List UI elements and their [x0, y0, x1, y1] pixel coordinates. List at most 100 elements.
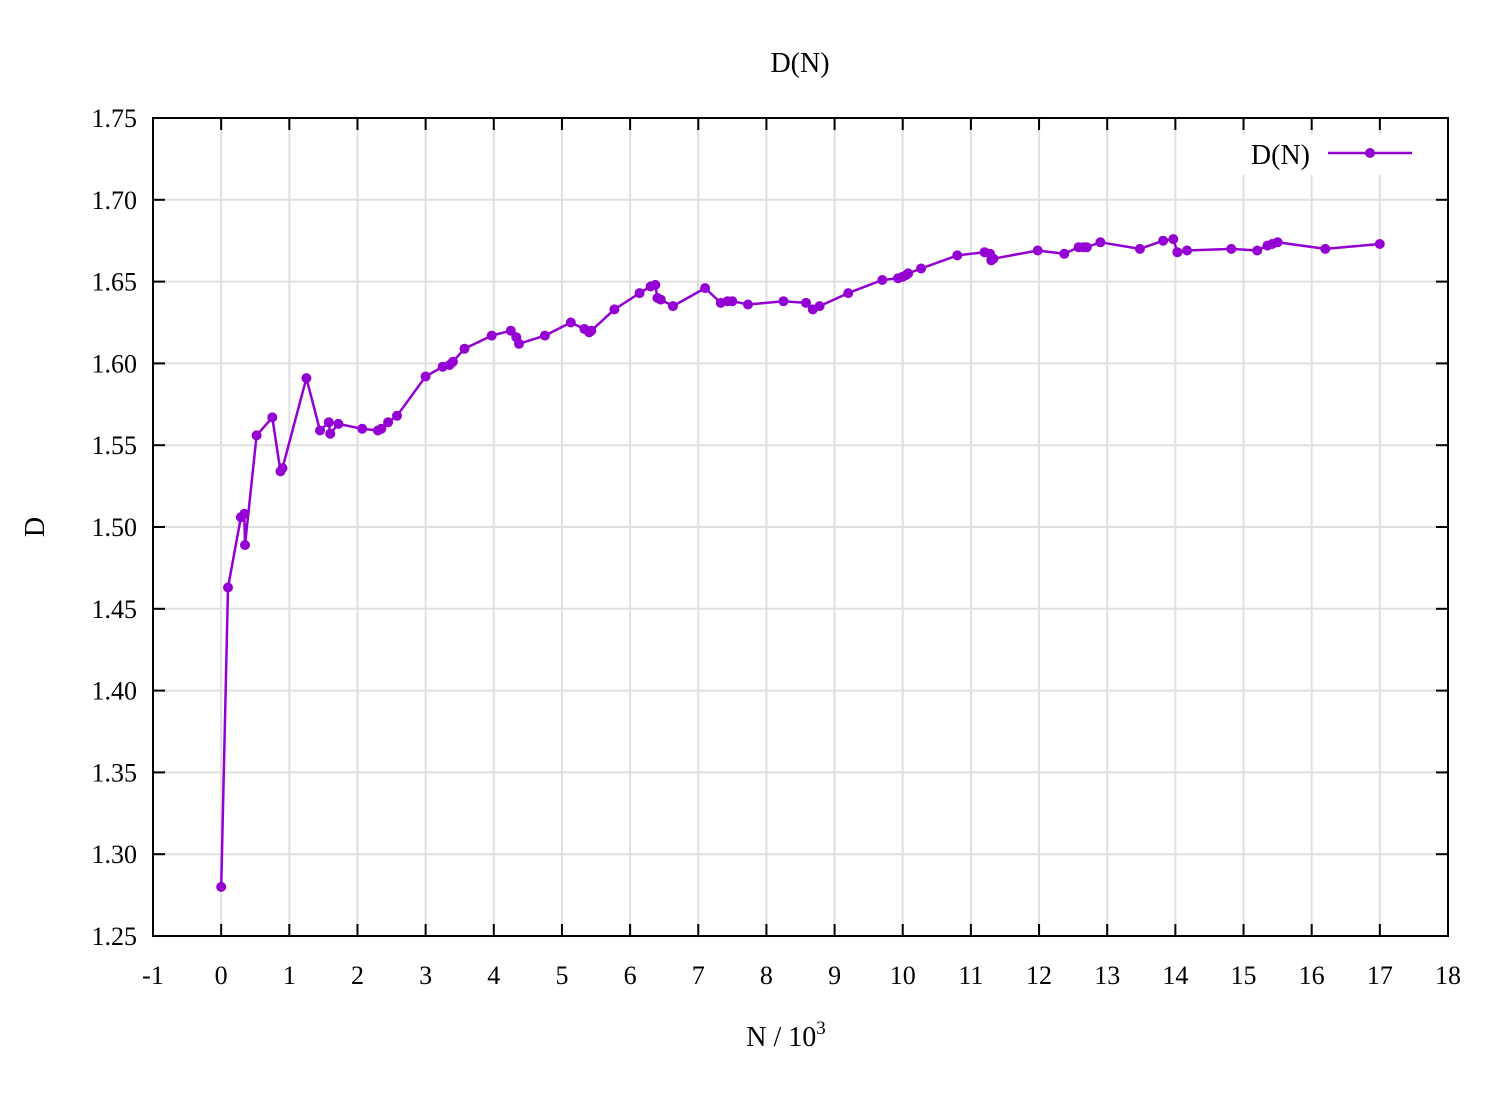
x-axis-label-text: N / 10	[746, 1022, 816, 1053]
plot-frame	[152, 117, 1449, 937]
data-point	[315, 425, 325, 436]
y-tick-label: 1.45	[92, 595, 138, 624]
y-tick-label: 1.60	[92, 349, 138, 378]
data-point	[301, 373, 312, 384]
data-point	[988, 253, 999, 264]
data-point	[383, 417, 394, 428]
x-tick-label: -1	[142, 961, 164, 990]
data-point	[1182, 245, 1192, 256]
data-point	[778, 296, 789, 307]
data-point	[1252, 245, 1263, 256]
data-point	[486, 330, 497, 341]
x-tick-label: 2	[351, 961, 364, 990]
x-tick-label: 16	[1299, 961, 1325, 990]
y-tick-label: 1.55	[92, 431, 138, 460]
y-tick-label: 1.25	[92, 922, 138, 951]
y-tick-label: 1.40	[92, 677, 138, 706]
data-point	[650, 279, 661, 290]
x-axis-label-exponent: 3	[816, 1018, 826, 1039]
y-tick-label: 1.75	[92, 104, 138, 133]
data-point	[1095, 237, 1106, 248]
data-point	[565, 317, 576, 328]
data-point	[420, 371, 431, 382]
data-point	[700, 283, 711, 294]
x-tick-label: 13	[1094, 961, 1120, 990]
x-tick-label: 12	[1026, 961, 1052, 990]
data-point	[634, 288, 645, 299]
data-point	[1272, 237, 1283, 248]
data-point	[586, 325, 597, 336]
data-point	[727, 296, 738, 307]
data-point	[814, 301, 825, 312]
data-point	[323, 417, 334, 428]
data-point	[1158, 235, 1169, 246]
x-tick-label: 14	[1162, 961, 1188, 990]
data-point	[655, 294, 666, 305]
y-tick-label: 1.30	[92, 840, 138, 869]
x-tick-label: 17	[1367, 961, 1393, 990]
x-tick-label: 8	[760, 961, 773, 990]
x-tick-label: 10	[890, 961, 916, 990]
data-point	[1168, 234, 1179, 245]
data-point	[1172, 247, 1183, 258]
data-point	[1134, 243, 1145, 254]
axis-ticks	[152, 117, 1449, 937]
data-point	[325, 428, 336, 439]
data-point	[239, 508, 250, 519]
data-point	[903, 268, 914, 279]
data-point	[240, 540, 250, 550]
data-point	[743, 299, 753, 310]
data-point	[1320, 243, 1331, 254]
y-tick-label: 1.35	[92, 758, 138, 787]
y-tick-label: 1.50	[92, 513, 138, 542]
data-point	[333, 418, 344, 429]
data-point	[916, 263, 927, 274]
chart-title: D(N)	[770, 48, 829, 79]
data-point	[392, 410, 402, 421]
x-tick-label: 7	[692, 961, 705, 990]
data-point	[1226, 243, 1237, 254]
data-point	[1081, 242, 1092, 253]
x-tick-label: 9	[828, 961, 841, 990]
data-point	[223, 582, 233, 593]
x-tick-label: 4	[487, 961, 500, 990]
data-point	[216, 881, 227, 892]
x-tick-label: 5	[555, 961, 568, 990]
data-point	[801, 297, 811, 308]
data-point	[1032, 245, 1043, 256]
x-tick-label: 18	[1435, 961, 1461, 990]
x-tick-label: 11	[958, 961, 983, 990]
data-point	[277, 463, 288, 474]
series-layer	[216, 234, 1385, 892]
data-point	[1059, 248, 1070, 259]
data-point	[251, 430, 262, 441]
x-tick-label: 6	[624, 961, 637, 990]
data-point	[843, 288, 854, 299]
y-tick-label: 1.65	[92, 268, 138, 297]
legend-label: D(N)	[1251, 140, 1310, 171]
data-point	[459, 343, 470, 354]
data-point	[357, 423, 368, 434]
data-point	[539, 330, 550, 341]
y-tick-labels: 1.25 1.30 1.35 1.40 1.45 1.50 1.55 1.60 1.65 1.70…	[92, 104, 138, 951]
series-line	[219, 237, 1380, 887]
x-tick-label: 0	[215, 961, 228, 990]
y-axis-label: D	[20, 517, 51, 537]
legend: D(N)	[1226, 135, 1432, 175]
x-tick-label: 3	[419, 961, 432, 990]
data-point	[952, 250, 963, 261]
data-point	[668, 301, 678, 312]
x-axis-label: N / 103	[746, 1018, 826, 1053]
data-point	[267, 412, 278, 423]
grid-lines	[153, 118, 1448, 936]
y-tick-label: 1.70	[92, 186, 138, 215]
legend-marker	[1365, 148, 1375, 158]
data-point	[447, 356, 458, 367]
legend-background	[1226, 135, 1432, 175]
x-tick-label: 15	[1231, 961, 1257, 990]
x-tick-labels: -1 0 1 2 3 4 5 6 7 8 9 10 11 12 13 14 15 16 17 18	[142, 961, 1461, 990]
data-point	[514, 338, 524, 349]
data-point	[877, 275, 888, 285]
data-point	[1374, 239, 1385, 249]
